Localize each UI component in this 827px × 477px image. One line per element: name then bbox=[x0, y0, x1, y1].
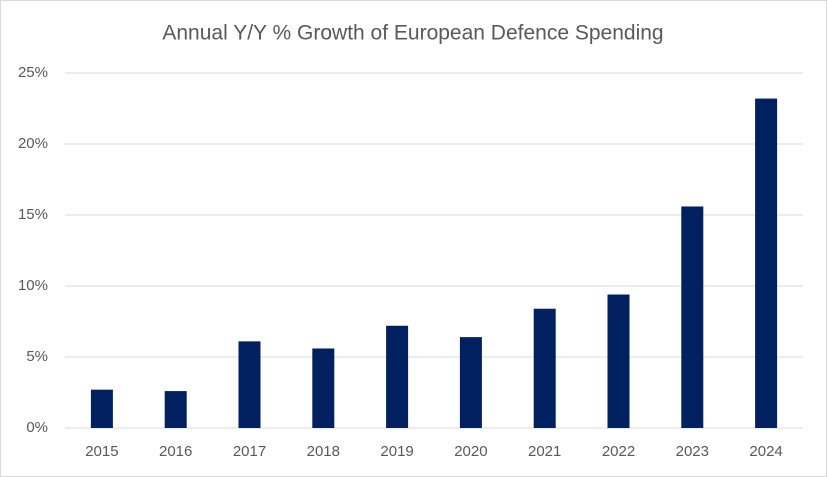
x-tick-label: 2016 bbox=[159, 443, 192, 460]
bar bbox=[238, 341, 261, 428]
y-tick-label: 20% bbox=[18, 135, 48, 152]
bar bbox=[164, 391, 187, 428]
y-tick-label: 5% bbox=[26, 348, 48, 365]
x-tick-label: 2015 bbox=[85, 443, 118, 460]
x-tick-label: 2021 bbox=[528, 443, 561, 460]
bar bbox=[90, 389, 113, 428]
bar bbox=[607, 294, 630, 428]
bar bbox=[459, 337, 482, 428]
y-tick-label: 25% bbox=[18, 64, 48, 81]
x-tick-label: 2024 bbox=[749, 443, 782, 460]
x-tick-label: 2020 bbox=[454, 443, 487, 460]
x-tick-label: 2017 bbox=[233, 443, 266, 460]
bar bbox=[533, 308, 556, 428]
x-tick-label: 2022 bbox=[602, 443, 635, 460]
x-tick-label: 2018 bbox=[307, 443, 340, 460]
bar bbox=[681, 206, 704, 428]
x-tick-label: 2023 bbox=[676, 443, 709, 460]
y-tick-label: 0% bbox=[26, 419, 48, 436]
bar bbox=[386, 325, 409, 428]
chart-title: Annual Y/Y % Growth of European Defence … bbox=[162, 22, 663, 45]
bar bbox=[755, 98, 778, 428]
bar bbox=[312, 348, 335, 428]
x-tick-label: 2019 bbox=[380, 443, 413, 460]
y-tick-label: 10% bbox=[18, 277, 48, 294]
y-tick-label: 15% bbox=[18, 206, 48, 223]
